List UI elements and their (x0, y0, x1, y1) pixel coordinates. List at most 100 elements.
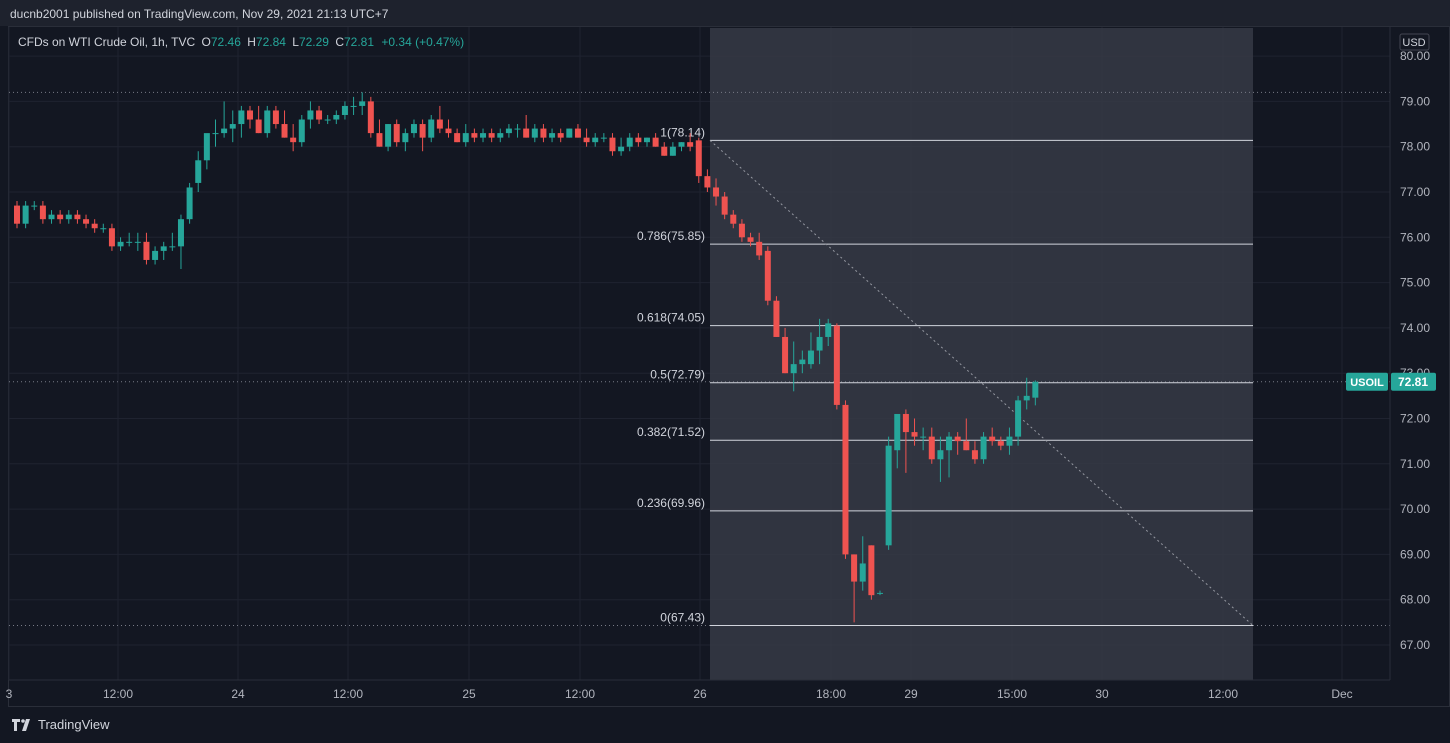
candle-body (22, 205, 29, 224)
candle-body (825, 323, 832, 337)
candle-body (341, 105, 348, 115)
candle-body (946, 436, 953, 451)
candle-body (31, 205, 38, 207)
candle-body (842, 404, 849, 555)
candle-body (134, 241, 141, 243)
currency-label: USD (1402, 37, 1425, 49)
candle-body (816, 336, 823, 351)
candle-body (851, 554, 858, 582)
candle-body (894, 413, 901, 451)
candle-body (687, 142, 694, 147)
candle-body (177, 219, 184, 247)
candle-body (272, 110, 279, 125)
candle-body (436, 119, 443, 129)
candle-body (514, 128, 521, 130)
candle-body (626, 137, 633, 147)
time-tick-label: 30 (1095, 687, 1109, 701)
candle-body (454, 133, 461, 143)
candle-body (281, 124, 288, 138)
candle-body (445, 128, 452, 134)
candle-body (790, 364, 797, 374)
symbol-tag (1346, 372, 1388, 391)
candle-body (989, 436, 996, 442)
time-tick-label: 12:00 (333, 687, 363, 701)
time-tick-label: 26 (693, 687, 707, 701)
footer-bar (0, 708, 1450, 743)
candle-body (531, 128, 538, 138)
logo-text: TradingView (38, 717, 110, 732)
change-value: +0.34 (+0.47%) (381, 35, 465, 49)
fib-level-label: 0.618(74.05) (637, 311, 705, 325)
price-tick-label: 70.00 (1400, 502, 1430, 516)
candle-body (324, 119, 331, 121)
candle-body (428, 119, 435, 138)
symbol-legend: CFDs on WTI Crude Oil, 1h, TVC O72.46 H7… (18, 35, 464, 49)
time-tick-label: 15:00 (997, 687, 1027, 701)
time-tick-label: 29 (904, 687, 918, 701)
candle-body (290, 137, 297, 143)
fib-trend-line[interactable] (709, 139, 1254, 626)
candle-body (83, 219, 90, 224)
candle-body (74, 214, 81, 220)
candle-body (643, 137, 650, 143)
candle-body (1015, 400, 1022, 437)
candle-body (1006, 436, 1013, 446)
candle-body (57, 214, 64, 220)
candle-body (367, 101, 374, 134)
high-label: H (247, 35, 256, 49)
candle-body (549, 133, 556, 138)
open-label: O (201, 35, 211, 49)
time-tick-label: 12:00 (1208, 687, 1238, 701)
price-tick-label: 72.00 (1400, 412, 1430, 426)
candle-body (1023, 395, 1030, 401)
candle-body (298, 119, 305, 143)
fib-zone-background (710, 28, 1253, 680)
candle-body (212, 133, 219, 135)
close-label: C (335, 35, 344, 49)
candle-body (756, 241, 763, 256)
published-info: ducnb2001 published on TradingView.com, … (10, 7, 389, 21)
candle-body (600, 137, 607, 139)
candle-body (540, 128, 547, 138)
candle-body (980, 436, 987, 460)
time-tick-label: 3 (6, 687, 13, 701)
open-value: 72.46 (210, 35, 241, 49)
candle-body (713, 187, 720, 197)
candle-body (264, 110, 271, 134)
currency-box (1399, 33, 1430, 51)
price-tick-label: 79.00 (1400, 94, 1430, 108)
candle-body (721, 196, 728, 215)
price-tick-label: 71.00 (1400, 457, 1430, 471)
time-tick-label: 18:00 (816, 687, 846, 701)
candle-body (471, 133, 478, 138)
candle-body (592, 137, 599, 143)
tradingview-logo[interactable]: TradingView (12, 717, 110, 732)
price-tick-label: 69.00 (1400, 547, 1430, 561)
price-tick-label: 74.00 (1400, 321, 1430, 335)
low-value: 72.29 (298, 35, 329, 49)
time-axis: 3 12:00 24 12:00 25 12:00 26 18:00 29 15:00 30 12:0… (6, 679, 1390, 701)
price-tick-label: 77.00 (1400, 185, 1430, 199)
time-tick-label: 24 (231, 687, 245, 701)
price-tick-label: 78.00 (1400, 140, 1430, 154)
symbol-tag-label: USOIL (1350, 377, 1384, 389)
candle-body (566, 128, 573, 138)
candle-body (39, 205, 46, 220)
fib-retracement-levels[interactable]: 1(78.14) 0.786(75.85) 0.618(74.05) 0.5(72.7… (637, 125, 1253, 627)
time-tick-label: Dec (1331, 687, 1352, 701)
candle-body (203, 133, 210, 161)
candle-body (462, 133, 469, 143)
candle-body (799, 359, 806, 365)
candle-body (885, 445, 892, 546)
candle-body (911, 432, 918, 437)
close-value: 72.81 (344, 35, 375, 49)
candle-body (920, 436, 927, 438)
candle-body (247, 110, 254, 120)
candle-body (307, 110, 314, 120)
candle-body (350, 105, 357, 107)
candle-body (488, 133, 495, 138)
candle-body (764, 250, 771, 301)
candle-body (971, 450, 978, 460)
candle-body (635, 137, 642, 143)
